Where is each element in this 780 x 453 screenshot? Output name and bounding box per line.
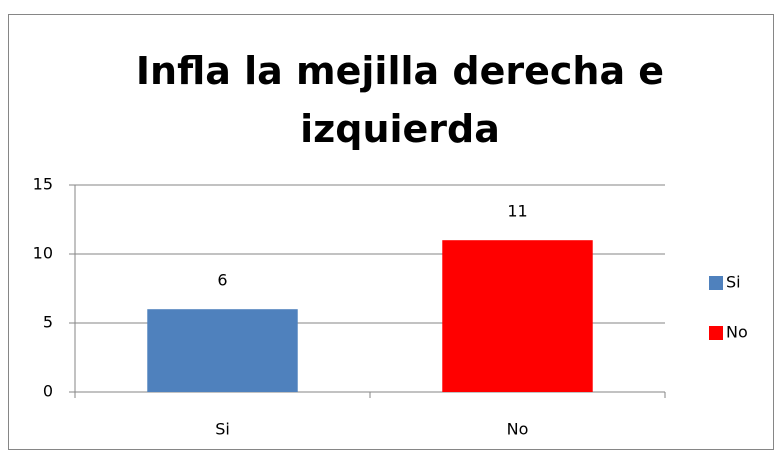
legend-label: Si bbox=[726, 273, 741, 292]
legend-swatch bbox=[709, 276, 723, 290]
y-tick-label: 0 bbox=[43, 382, 53, 401]
y-tick-label: 15 bbox=[33, 175, 53, 194]
bar bbox=[442, 240, 593, 392]
y-tick-label: 10 bbox=[33, 244, 53, 263]
legend-swatch bbox=[709, 326, 723, 340]
data-label: 6 bbox=[217, 271, 227, 290]
chart-frame bbox=[8, 14, 774, 450]
data-label: 11 bbox=[507, 202, 527, 221]
x-tick-label: Si bbox=[215, 420, 230, 439]
x-tick-label: No bbox=[507, 420, 529, 439]
chart-title: Infla la mejilla derecha e izquierda bbox=[135, 49, 665, 151]
legend-label: No bbox=[726, 323, 748, 342]
y-tick-label: 5 bbox=[43, 313, 53, 332]
bar bbox=[147, 309, 298, 392]
